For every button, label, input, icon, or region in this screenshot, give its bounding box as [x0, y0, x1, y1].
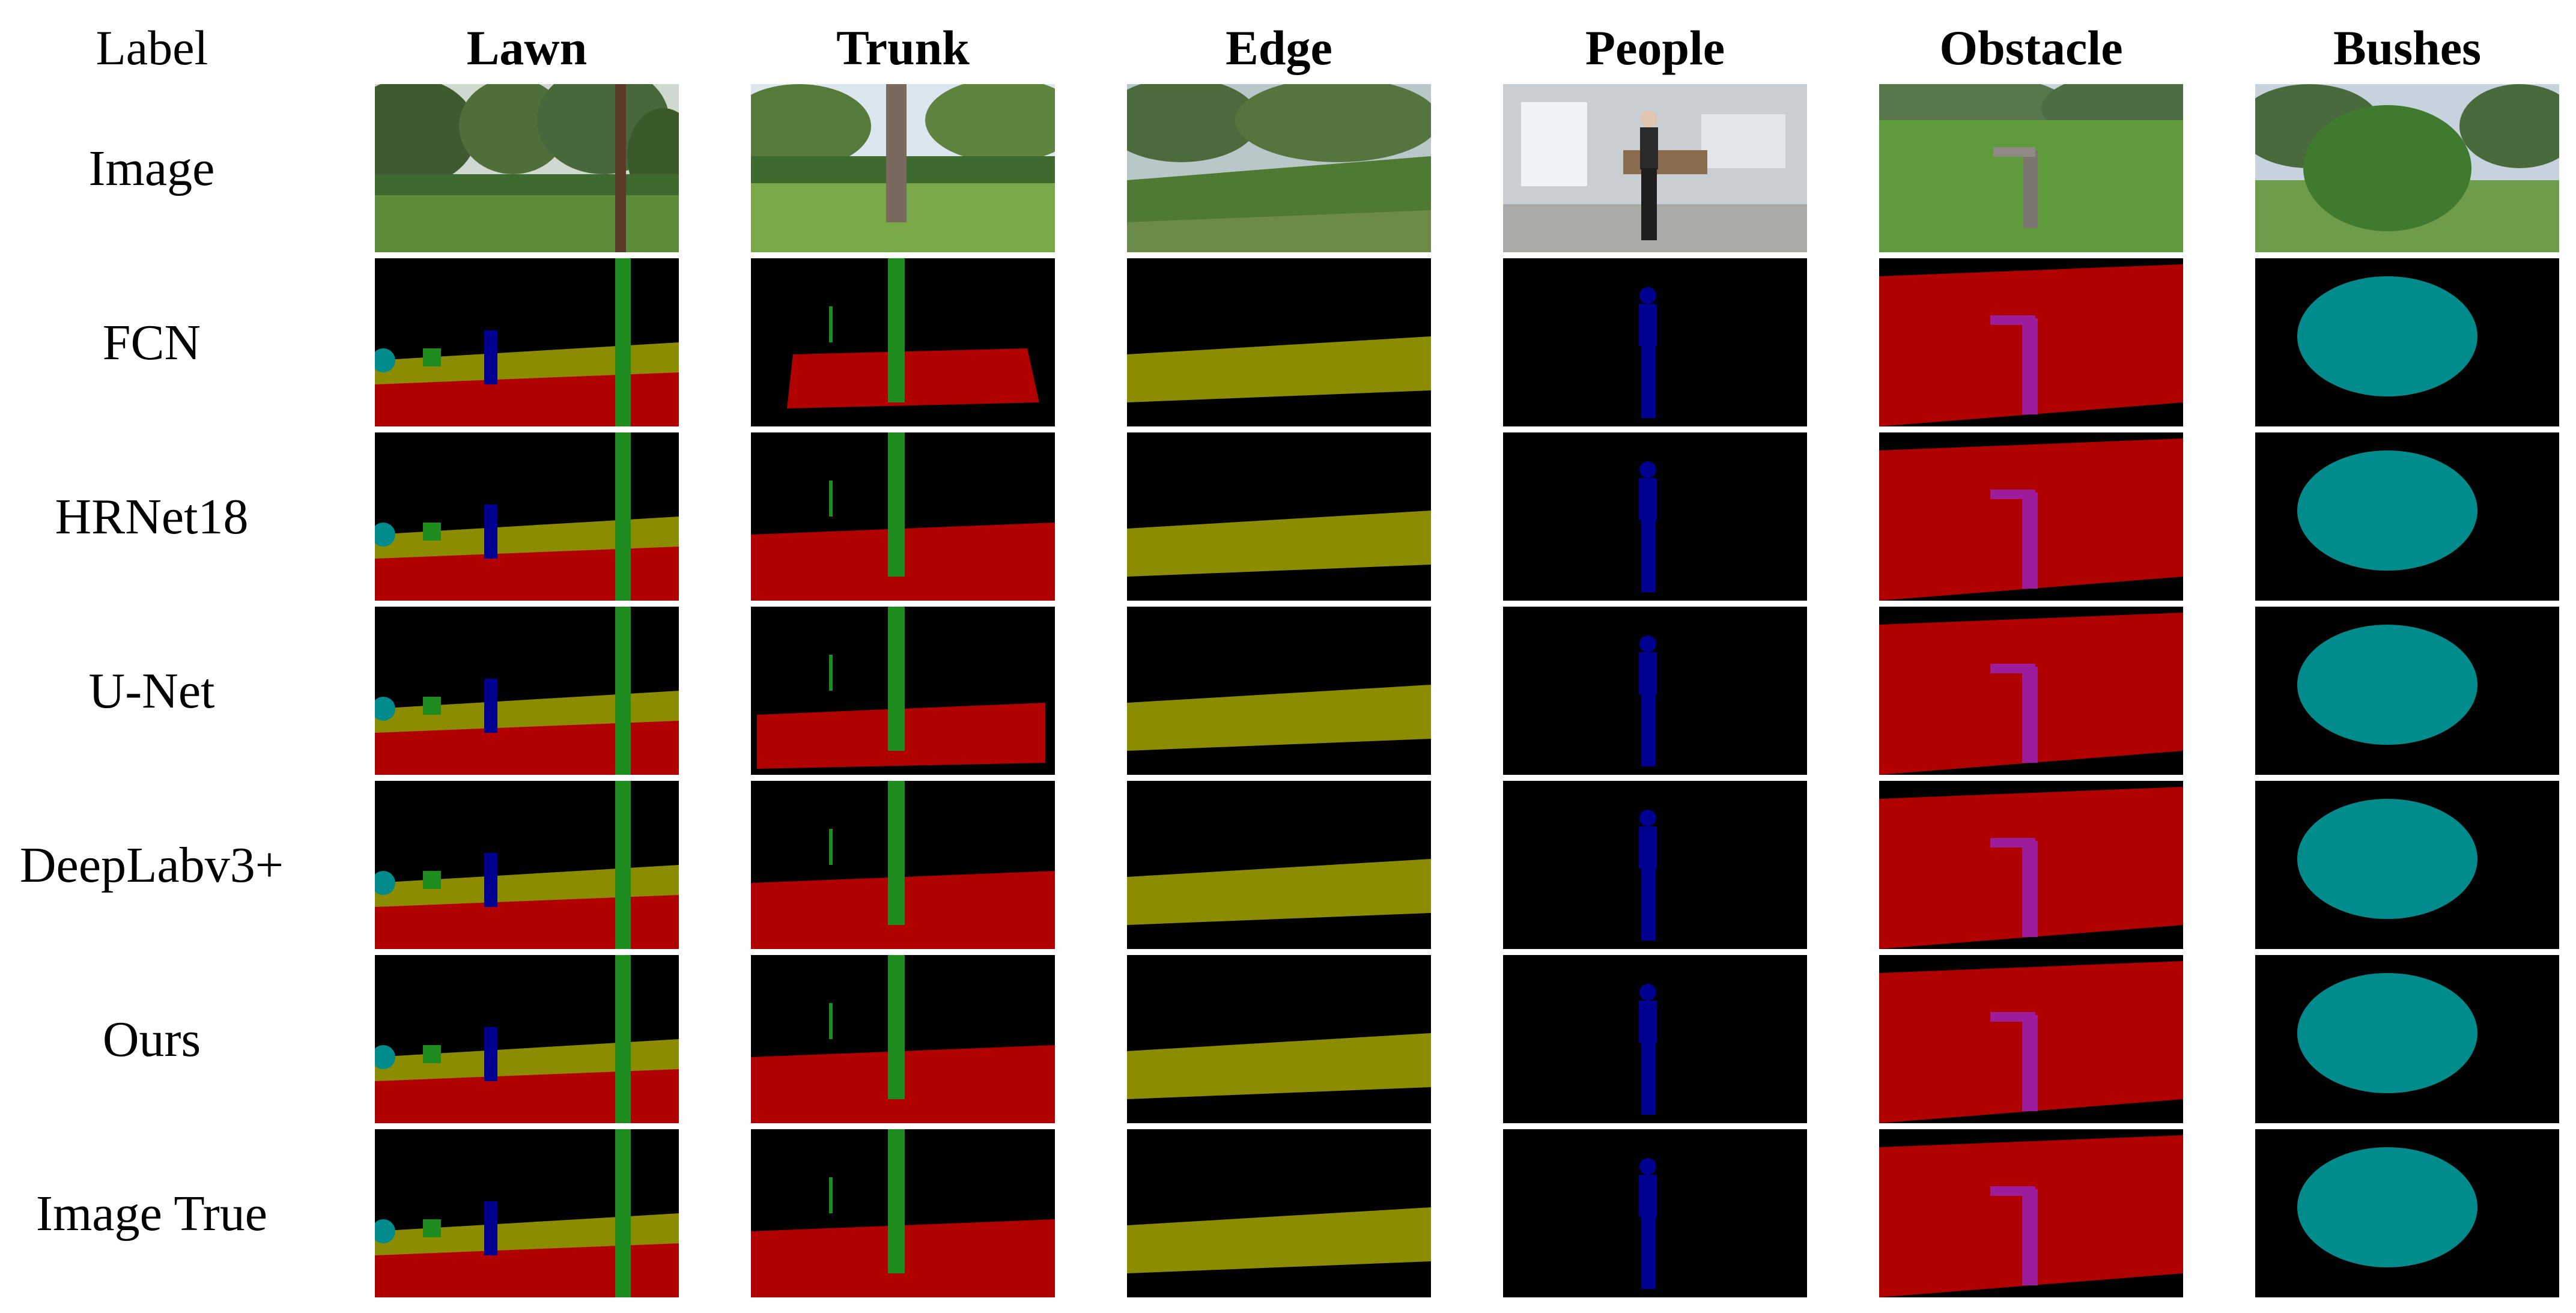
photo-people	[1503, 84, 1807, 252]
seg-ours-obstacle	[1879, 955, 2183, 1123]
seg-ours-people	[1503, 955, 1807, 1123]
seg-unet-bushes	[2255, 607, 2559, 775]
seg-fcn-lawn	[375, 258, 679, 426]
row-label-unet: U-Net	[88, 663, 215, 719]
seg-image-true-people	[1503, 1129, 1807, 1297]
seg-fcn-bushes	[2255, 258, 2559, 426]
seg-ours-lawn	[375, 955, 679, 1123]
seg-fcn-obstacle	[1879, 258, 2183, 426]
seg-unet-obstacle	[1879, 607, 2183, 775]
row-label-image: Image	[88, 140, 215, 196]
seg-deeplabv3-lawn	[375, 781, 679, 949]
seg-unet-trunk	[751, 607, 1055, 775]
seg-deeplabv3-obstacle	[1879, 781, 2183, 949]
seg-unet-people	[1503, 607, 1807, 775]
seg-fcn-people	[1503, 258, 1807, 426]
seg-unet-edge	[1127, 607, 1431, 775]
photo-trunk	[751, 84, 1055, 252]
column-header-people: People	[1585, 20, 1725, 75]
seg-hrnet18-obstacle	[1879, 432, 2183, 601]
seg-image-true-obstacle	[1879, 1129, 2183, 1297]
seg-fcn-trunk	[751, 258, 1055, 426]
column-header-obstacle: Obstacle	[1939, 20, 2123, 75]
photo-edge	[1127, 84, 1431, 252]
seg-ours-edge	[1127, 955, 1431, 1123]
photo-lawn	[375, 84, 679, 252]
seg-hrnet18-edge	[1127, 432, 1431, 601]
column-header-trunk: Trunk	[836, 20, 970, 75]
seg-image-true-trunk	[751, 1129, 1055, 1297]
seg-deeplabv3-trunk	[751, 781, 1055, 949]
seg-deeplabv3-bushes	[2255, 781, 2559, 949]
seg-image-true-lawn	[375, 1129, 679, 1297]
column-header-edge: Edge	[1226, 20, 1332, 75]
column-header-lawn: Lawn	[466, 20, 588, 75]
seg-hrnet18-bushes	[2255, 432, 2559, 601]
row-label-image-true: Image True	[36, 1185, 267, 1242]
column-header-bushes: Bushes	[2333, 20, 2482, 75]
seg-image-true-bushes	[2255, 1129, 2559, 1297]
row-label-ours: Ours	[102, 1011, 201, 1067]
seg-hrnet18-people	[1503, 432, 1807, 601]
seg-deeplabv3-people	[1503, 781, 1807, 949]
photo-obstacle	[1879, 84, 2183, 252]
seg-image-true-edge	[1127, 1129, 1431, 1297]
seg-fcn-edge	[1127, 258, 1431, 426]
seg-ours-bushes	[2255, 955, 2559, 1123]
seg-hrnet18-trunk	[751, 432, 1055, 601]
header-label: Label	[96, 20, 208, 75]
seg-unet-lawn	[375, 607, 679, 775]
photo-bushes	[2255, 84, 2559, 252]
row-label-deeplabv3: DeepLabv3+	[19, 837, 284, 893]
row-label-hrnet18: HRNet18	[55, 488, 249, 545]
seg-hrnet18-lawn	[375, 432, 679, 601]
seg-ours-trunk	[751, 955, 1055, 1123]
seg-deeplabv3-edge	[1127, 781, 1431, 949]
row-label-fcn: FCN	[102, 314, 201, 371]
